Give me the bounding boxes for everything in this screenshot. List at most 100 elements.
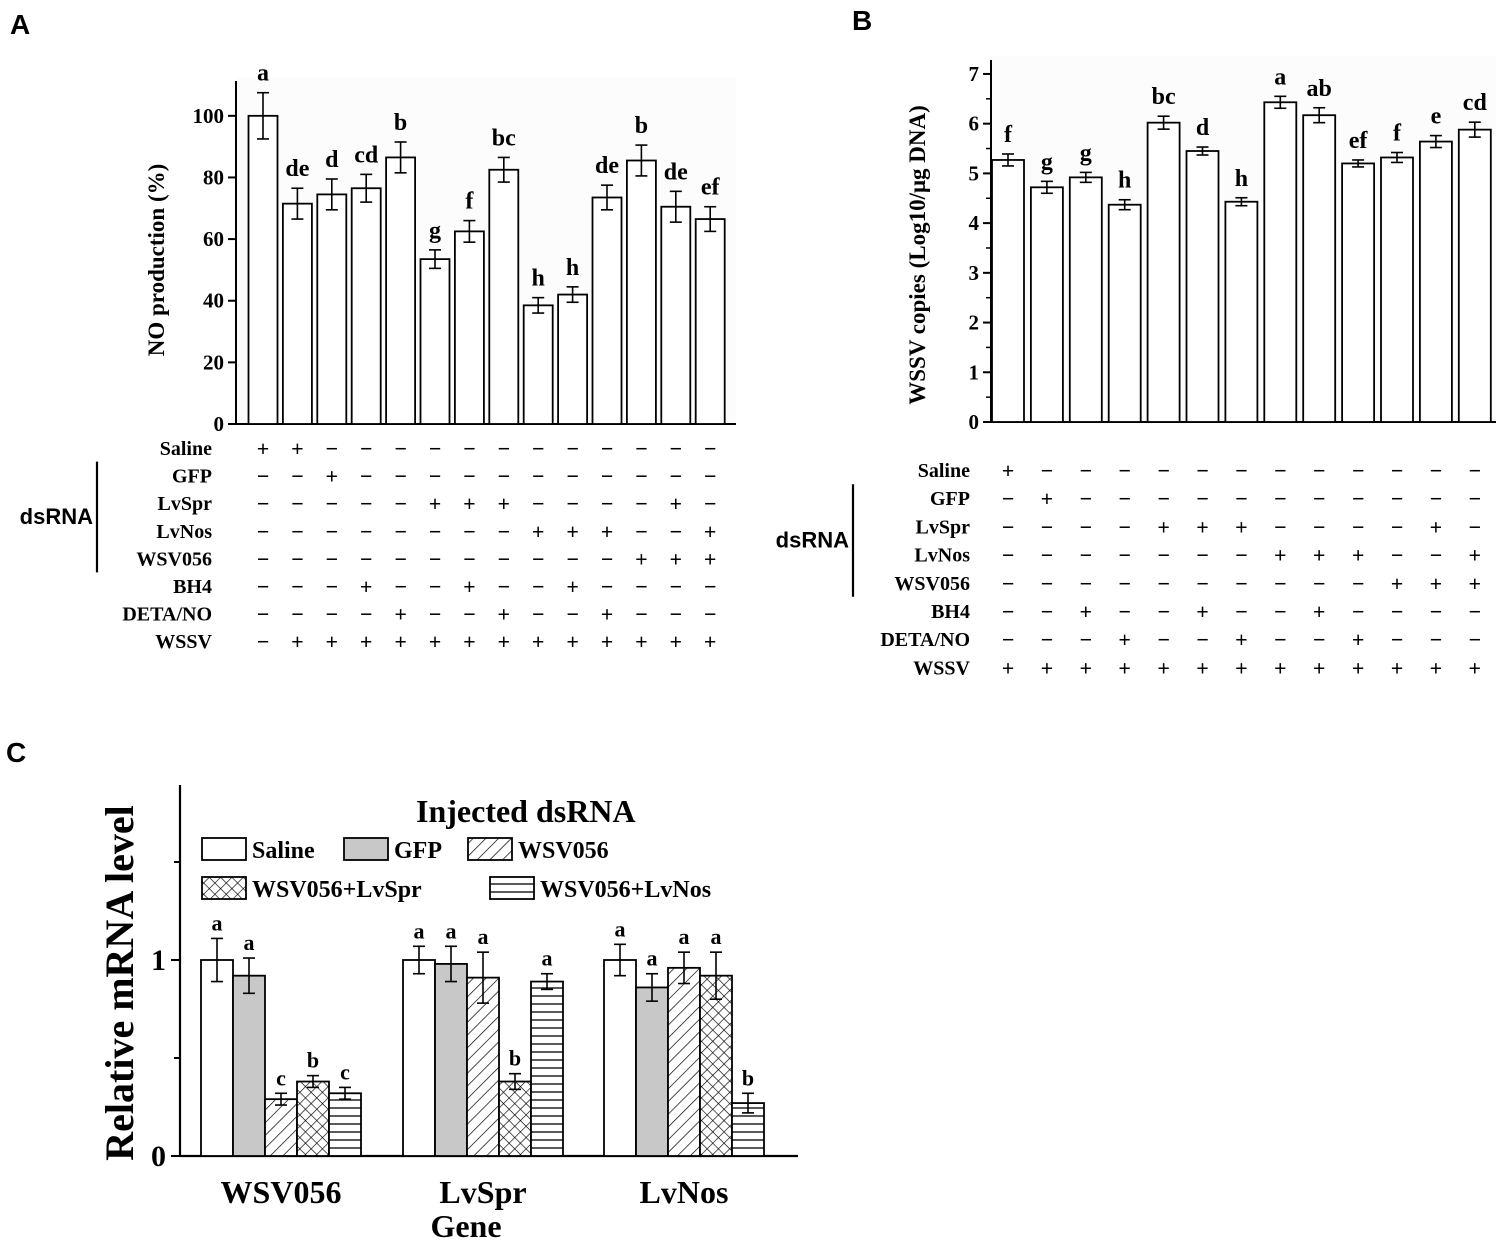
treatment-sign: − <box>1041 514 1054 539</box>
treatment-sign: − <box>635 574 648 599</box>
y-tick-label: 1 <box>151 944 166 977</box>
treatment-sign: + <box>1274 543 1287 568</box>
significance-letter: a <box>212 910 223 935</box>
treatment-sign: + <box>498 629 511 654</box>
treatment-sign: + <box>1196 655 1209 680</box>
legend-swatch <box>343 837 389 861</box>
bar <box>667 966 701 1157</box>
treatment-sign: − <box>394 519 407 544</box>
significance-letter: b <box>635 113 648 139</box>
significance-letter: h <box>1235 166 1248 192</box>
treatment-sign: − <box>635 602 648 627</box>
treatment-sign: + <box>1118 655 1131 680</box>
treatment-sign: − <box>1196 571 1209 596</box>
treatment-sign: − <box>1157 486 1170 511</box>
treatment-sign: − <box>1196 486 1209 511</box>
treatment-sign: + <box>394 629 407 654</box>
treatment-row-label: WSV056 <box>894 573 970 595</box>
treatment-sign: + <box>394 602 407 627</box>
treatment-sign: − <box>1391 514 1404 539</box>
x-category-label: LvNos <box>640 1174 729 1210</box>
bar <box>466 976 500 1157</box>
treatment-sign: − <box>257 491 270 516</box>
bar <box>419 258 451 425</box>
treatment-sign: + <box>601 629 614 654</box>
treatment-sign: − <box>498 574 511 599</box>
treatment-sign: + <box>1080 599 1093 624</box>
treatment-sign: − <box>1002 627 1015 652</box>
significance-letter: f <box>1393 121 1402 147</box>
treatment-sign: − <box>429 436 442 461</box>
treatment-sign: + <box>1469 571 1482 596</box>
legend-label: WSV056 <box>518 838 609 864</box>
significance-letter: de <box>595 153 619 179</box>
treatment-sign: + <box>1469 655 1482 680</box>
treatment-sign: − <box>463 546 476 571</box>
significance-letter: g <box>1041 149 1053 175</box>
treatment-sign: − <box>463 602 476 627</box>
treatment-sign: + <box>463 629 476 654</box>
significance-letter: f <box>465 189 474 215</box>
bar <box>488 168 520 425</box>
bar <box>1068 176 1103 423</box>
treatment-sign: − <box>1352 514 1365 539</box>
treatment-sign: − <box>1235 571 1248 596</box>
treatment-sign: − <box>257 519 270 544</box>
significance-letter: a <box>478 924 489 949</box>
treatment-sign: − <box>1469 627 1482 652</box>
treatment-sign: − <box>1196 627 1209 652</box>
treatment-sign: + <box>1041 655 1054 680</box>
treatment-sign: − <box>566 436 579 461</box>
treatment-sign: + <box>1391 571 1404 596</box>
treatment-sign: − <box>566 491 579 516</box>
bar <box>694 218 726 425</box>
treatment-sign: + <box>1352 627 1365 652</box>
significance-letter: cd <box>1463 90 1488 116</box>
treatment-sign: − <box>532 602 545 627</box>
bar <box>530 980 564 1157</box>
y-tick-label: 6 <box>969 112 980 136</box>
treatment-sign: − <box>326 491 339 516</box>
legend-label: WSV056+LvSpr <box>252 877 422 903</box>
treatment-sign: + <box>566 519 579 544</box>
treatment-sign: − <box>1274 599 1287 624</box>
bar <box>350 187 382 425</box>
dsrna-label: dsRNA <box>20 504 93 529</box>
treatment-sign: − <box>1002 514 1015 539</box>
legend-label: WSV056+LvNos <box>540 877 711 903</box>
treatment-sign: − <box>532 436 545 461</box>
bar <box>1380 156 1414 423</box>
treatment-sign: − <box>1430 458 1443 483</box>
treatment-sign: − <box>1430 486 1443 511</box>
treatment-sign: − <box>498 464 511 489</box>
significance-letter: c <box>276 1065 286 1090</box>
x-category-label: WSV056 <box>221 1174 342 1210</box>
treatment-sign: + <box>1157 514 1170 539</box>
treatment-sign: − <box>1041 599 1054 624</box>
legend-swatch <box>467 837 513 861</box>
treatment-sign: − <box>1196 543 1209 568</box>
treatment-sign: − <box>1235 486 1248 511</box>
treatment-sign: + <box>532 519 545 544</box>
treatment-sign: − <box>394 464 407 489</box>
treatment-sign: + <box>463 491 476 516</box>
y-tick-label: 7 <box>969 62 980 86</box>
treatment-sign: + <box>566 574 579 599</box>
treatment-sign: + <box>257 436 270 461</box>
significance-letter: a <box>446 918 457 943</box>
treatment-sign: − <box>1430 599 1443 624</box>
treatment-sign: − <box>601 464 614 489</box>
treatment-sign: + <box>1469 543 1482 568</box>
treatment-sign: − <box>291 602 304 627</box>
treatment-sign: − <box>394 574 407 599</box>
bar <box>296 1080 330 1157</box>
treatment-sign: − <box>1274 627 1287 652</box>
treatment-sign: − <box>1196 458 1209 483</box>
significance-letter: d <box>1196 115 1210 141</box>
treatment-sign: + <box>498 491 511 516</box>
treatment-sign: − <box>532 464 545 489</box>
significance-letter: d <box>325 147 339 173</box>
treatment-sign: − <box>463 519 476 544</box>
treatment-sign: + <box>601 519 614 544</box>
significance-letter: g <box>429 218 441 244</box>
